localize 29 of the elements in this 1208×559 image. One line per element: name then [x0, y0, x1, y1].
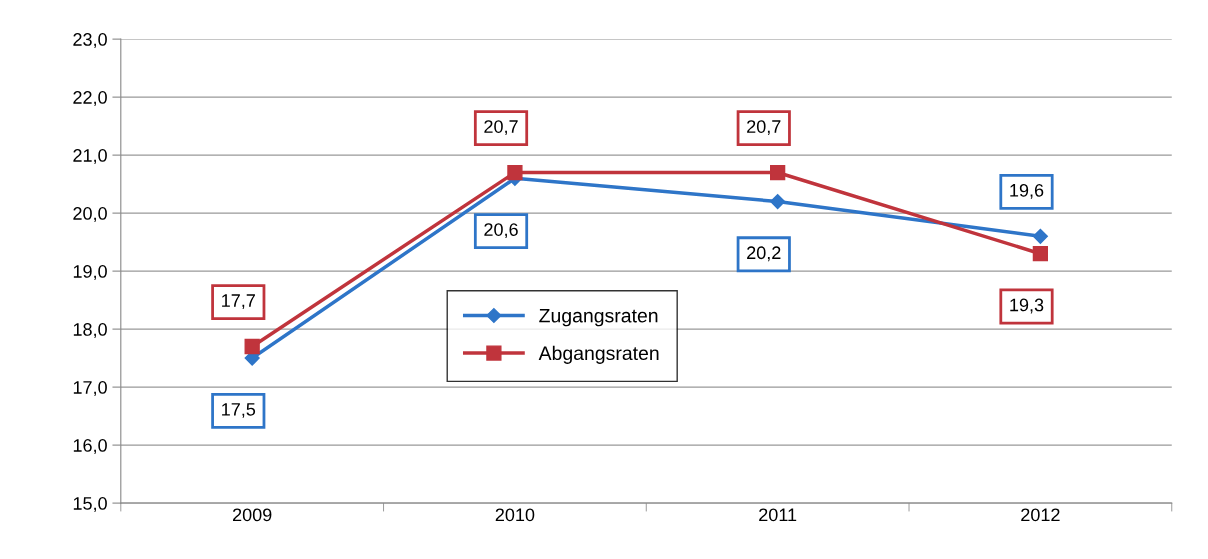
y-tick-label: 18,0: [73, 323, 107, 338]
x-tick-label: 2010: [495, 508, 535, 522]
data-label: 20,7: [484, 120, 518, 136]
data-label: 20,2: [747, 246, 781, 262]
legend-label: Abgangsraten: [538, 345, 659, 364]
x-tick-label: 2009: [233, 508, 272, 522]
point: [770, 164, 786, 181]
point: [770, 193, 786, 210]
data-label: 17,5: [222, 403, 256, 418]
point: [244, 338, 260, 355]
y-tick-label: 21,0: [73, 149, 107, 164]
data-label: 17,7: [222, 294, 255, 310]
data-label: 20,7: [747, 120, 781, 136]
y-tick-label: 23,0: [73, 33, 107, 48]
data-label: 19,6: [1010, 183, 1044, 199]
point: [507, 164, 523, 181]
legend-label: Zugangsraten: [539, 308, 658, 327]
x-tick-label: 2011: [759, 508, 797, 522]
y-tick-label: 15,0: [73, 497, 107, 512]
y-tick-label: 17,0: [73, 381, 107, 396]
point: [1032, 246, 1049, 262]
data-label: 19,3: [1010, 298, 1044, 314]
data-label: 20,6: [484, 223, 518, 239]
y-tick-label: 19,0: [73, 265, 107, 280]
x-tick-label: 2012: [1021, 508, 1060, 522]
point: [1032, 228, 1048, 244]
y-tick-label: 16,0: [73, 439, 107, 454]
y-tick-label: 22,0: [73, 91, 107, 106]
y-tick-label: 20,0: [73, 207, 107, 222]
